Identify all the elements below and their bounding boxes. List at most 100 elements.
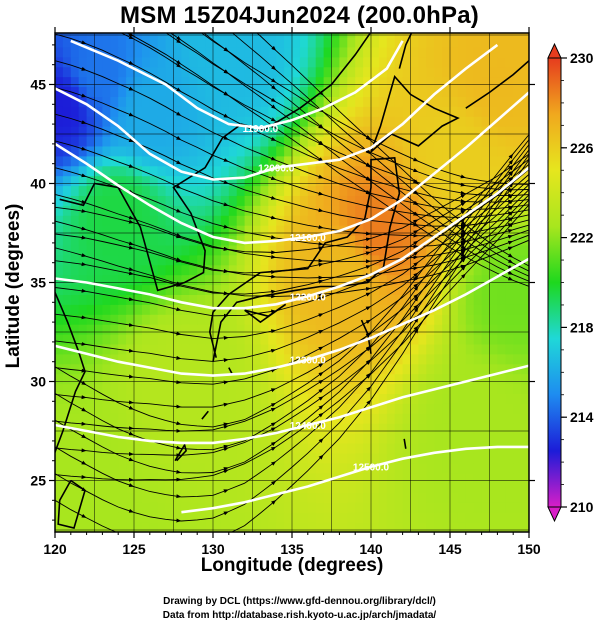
temperature-cell bbox=[102, 393, 111, 404]
temperature-cell bbox=[299, 403, 309, 414]
temperature-cell bbox=[355, 432, 364, 444]
temperature-cell bbox=[284, 96, 293, 107]
temperature-cell bbox=[371, 76, 380, 88]
temperature-cell bbox=[157, 66, 167, 78]
temperature-cell bbox=[434, 482, 443, 493]
temperature-cell bbox=[307, 225, 317, 236]
temperature-cell bbox=[434, 442, 443, 454]
temperature-cell bbox=[197, 86, 206, 97]
temperature-cell bbox=[110, 145, 119, 157]
temperature-cell bbox=[126, 274, 135, 286]
temperature-cell bbox=[55, 462, 64, 474]
temperature-cell bbox=[378, 225, 388, 236]
temperature-cell bbox=[228, 86, 238, 97]
temperature-cell bbox=[363, 492, 372, 503]
temperature-cell bbox=[489, 145, 498, 157]
temperature-cell bbox=[331, 76, 340, 88]
temperature-cell bbox=[165, 482, 175, 493]
temperature-cell bbox=[386, 363, 396, 375]
temperature-cell bbox=[141, 383, 151, 394]
temperature-cell bbox=[307, 413, 317, 424]
temperature-cell bbox=[497, 452, 506, 464]
temperature-cell bbox=[505, 492, 514, 503]
streamline-arrow bbox=[118, 3, 134, 11]
temperature-cell bbox=[173, 423, 182, 434]
temperature-cell bbox=[181, 205, 190, 216]
temperature-cell bbox=[402, 324, 412, 335]
temperature-cell bbox=[386, 96, 396, 107]
temperature-cell bbox=[307, 472, 317, 484]
temperature-cell bbox=[457, 36, 467, 48]
temperature-cell bbox=[339, 403, 348, 414]
temperature-cell bbox=[426, 264, 435, 276]
temperature-cell bbox=[118, 135, 127, 147]
temperature-cell bbox=[473, 205, 483, 216]
x-tick-label: 120 bbox=[43, 541, 67, 557]
temperature-cell bbox=[292, 135, 301, 147]
temperature-cell bbox=[402, 205, 412, 216]
temperature-cell bbox=[165, 205, 175, 216]
temperature-cell bbox=[426, 185, 435, 196]
temperature-cell bbox=[355, 215, 364, 226]
temperature-cell bbox=[189, 512, 198, 523]
streamline bbox=[120, 33, 529, 197]
temperature-cell bbox=[228, 294, 238, 305]
temperature-cell bbox=[315, 343, 325, 355]
temperature-cell bbox=[465, 215, 475, 226]
temperature-cell bbox=[457, 413, 467, 424]
temperature-cell bbox=[276, 502, 285, 513]
temperature-cell bbox=[213, 36, 222, 48]
temperature-cell bbox=[165, 413, 175, 424]
temperature-cell bbox=[292, 185, 301, 196]
temperature-cell bbox=[110, 393, 119, 404]
temperature-cell bbox=[110, 135, 119, 147]
temperature-cell bbox=[323, 413, 333, 424]
temperature-cell bbox=[165, 462, 175, 474]
temperature-cell bbox=[473, 135, 483, 147]
temperature-cell bbox=[473, 462, 483, 474]
temperature-cell bbox=[315, 234, 325, 246]
temperature-cell bbox=[292, 254, 301, 266]
temperature-cell bbox=[465, 46, 475, 58]
temperature-cell bbox=[126, 145, 135, 157]
temperature-cell bbox=[62, 284, 72, 295]
temperature-cell bbox=[102, 403, 111, 414]
temperature-cell bbox=[244, 135, 254, 147]
temperature-cell bbox=[102, 116, 111, 127]
temperature-cell bbox=[457, 155, 467, 167]
temperature-cell bbox=[205, 482, 214, 493]
temperature-cell bbox=[205, 383, 214, 394]
temperature-cell bbox=[497, 96, 506, 107]
temperature-cell bbox=[197, 225, 206, 236]
temperature-cell bbox=[331, 353, 340, 365]
temperature-cell bbox=[94, 304, 103, 315]
streamline bbox=[55, 134, 529, 428]
temperature-cell bbox=[323, 343, 333, 355]
temperature-cell bbox=[70, 66, 80, 78]
temperature-cell bbox=[110, 244, 119, 256]
temperature-cell bbox=[181, 215, 190, 226]
temperature-cell bbox=[339, 502, 348, 513]
temperature-cell bbox=[371, 383, 380, 394]
temperature-cell bbox=[86, 274, 96, 286]
temperature-cell bbox=[205, 442, 214, 454]
temperature-cell bbox=[94, 432, 103, 444]
temperature-cell bbox=[363, 452, 372, 464]
temperature-cell bbox=[465, 393, 475, 404]
temperature-cell bbox=[276, 205, 285, 216]
temperature-cell bbox=[236, 46, 246, 58]
temperature-cell bbox=[363, 324, 372, 335]
temperature-cell bbox=[118, 225, 127, 236]
temperature-cell bbox=[260, 373, 269, 385]
temperature-cell bbox=[165, 324, 175, 335]
temperature-cell bbox=[110, 46, 119, 58]
temperature-cell bbox=[78, 343, 88, 355]
temperature-cell bbox=[355, 225, 364, 236]
temperature-cell bbox=[347, 492, 356, 503]
temperature-cell bbox=[450, 175, 459, 187]
temperature-cell bbox=[513, 393, 522, 404]
temperature-cell bbox=[284, 106, 293, 117]
temperature-cell bbox=[505, 254, 514, 266]
temperature-cell bbox=[307, 383, 317, 394]
temperature-cell bbox=[299, 135, 309, 147]
